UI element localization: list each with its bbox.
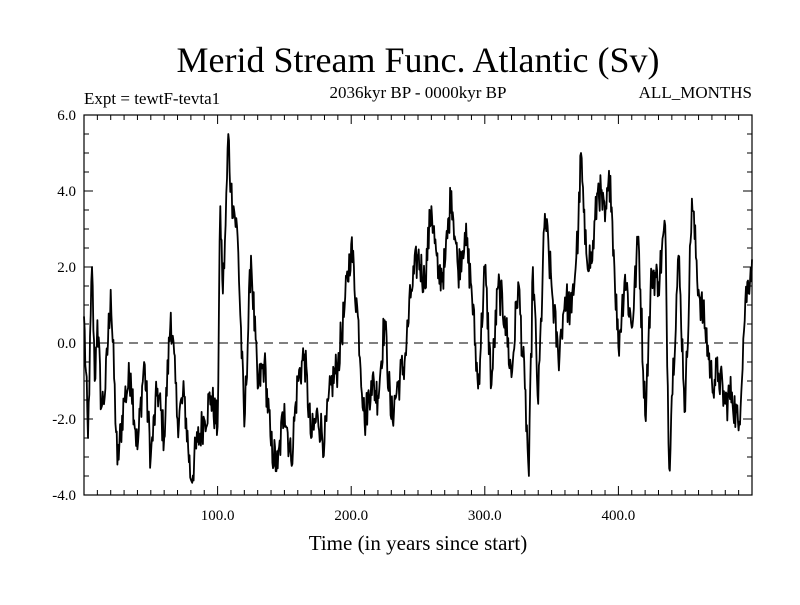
period-label: 2036kyr BP - 0000kyr BP	[330, 83, 507, 102]
plot-frame	[83, 114, 753, 496]
x-tick-label: 300.0	[468, 508, 502, 524]
y-tick-label: 2.0	[57, 260, 76, 276]
y-tick-label: 4.0	[57, 184, 76, 200]
x-axis-label: Time (in years since start)	[309, 531, 528, 555]
x-tick-label: 200.0	[334, 508, 368, 524]
x-tick-label: 400.0	[602, 508, 636, 524]
y-tick-label: 6.0	[57, 108, 76, 124]
y-tick-label: -2.0	[52, 412, 76, 428]
experiment-label: Expt = tewtF-tevta1	[84, 89, 220, 108]
months-label: ALL_MONTHS	[639, 83, 752, 102]
series-line-moc	[83, 133, 753, 484]
chart-title: Merid Stream Func. Atlantic (Sv)	[177, 40, 660, 80]
y-tick-label: 0.0	[57, 336, 76, 352]
x-tick-label: 100.0	[201, 508, 235, 524]
y-tick-label: -4.0	[52, 488, 76, 504]
axis-tick-labels: 100.0 200.0 300.0 400.0 -4.0 -2.0 0.0 2.0 4.0 6.0	[52, 108, 635, 524]
axis-ticks	[84, 114, 752, 496]
